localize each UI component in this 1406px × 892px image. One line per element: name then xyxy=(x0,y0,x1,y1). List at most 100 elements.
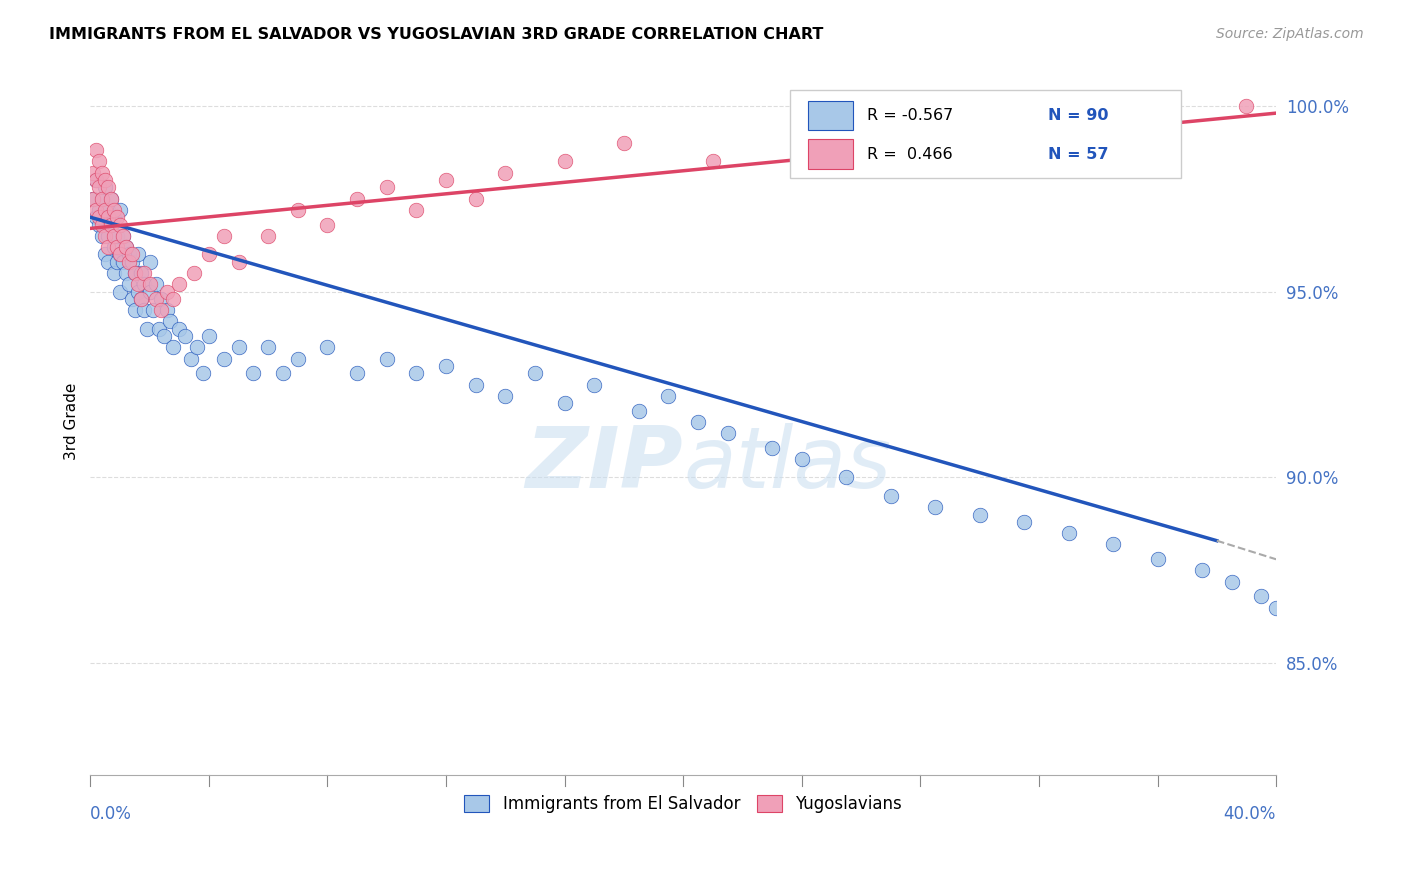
Point xyxy=(405,367,427,381)
Point xyxy=(105,240,128,254)
Point xyxy=(105,228,128,243)
Point xyxy=(91,166,114,180)
Text: Source: ZipAtlas.com: Source: ZipAtlas.com xyxy=(1216,27,1364,41)
Point xyxy=(761,441,783,455)
Point xyxy=(100,218,122,232)
Point xyxy=(94,202,117,217)
Point xyxy=(156,303,179,318)
Point xyxy=(1012,515,1035,529)
Point xyxy=(84,173,107,187)
Point xyxy=(212,351,235,366)
Point xyxy=(162,340,184,354)
Point xyxy=(103,202,125,217)
Point xyxy=(100,192,122,206)
Point xyxy=(89,180,111,194)
Point xyxy=(124,266,146,280)
Point xyxy=(127,285,149,299)
Point xyxy=(118,277,141,292)
Point xyxy=(375,180,398,194)
Point xyxy=(118,247,141,261)
Point xyxy=(257,340,280,354)
Point xyxy=(228,255,250,269)
Point xyxy=(162,292,184,306)
Text: R = -0.567: R = -0.567 xyxy=(868,108,953,123)
Point xyxy=(84,144,107,158)
Point xyxy=(132,277,155,292)
Point xyxy=(105,211,128,225)
Point xyxy=(127,277,149,292)
Point xyxy=(524,367,547,381)
Point xyxy=(159,314,181,328)
Point xyxy=(108,247,131,261)
Point xyxy=(702,154,724,169)
Point xyxy=(1236,98,1258,112)
Point xyxy=(346,192,368,206)
Point xyxy=(1220,574,1243,589)
Point xyxy=(464,377,486,392)
Point xyxy=(434,359,457,373)
Point xyxy=(103,266,125,280)
Point xyxy=(145,292,167,306)
Point xyxy=(91,192,114,206)
Point xyxy=(138,277,160,292)
Point xyxy=(686,415,709,429)
Point xyxy=(191,367,214,381)
Point xyxy=(91,218,114,232)
Point xyxy=(287,351,309,366)
Point xyxy=(174,329,197,343)
Text: ZIP: ZIP xyxy=(526,423,683,506)
Point xyxy=(1265,600,1288,615)
Point xyxy=(257,228,280,243)
Point xyxy=(835,470,858,484)
Point xyxy=(108,218,131,232)
Point xyxy=(100,218,122,232)
Point xyxy=(97,240,120,254)
Point xyxy=(583,377,606,392)
Point xyxy=(103,228,125,243)
Point xyxy=(287,202,309,217)
Point xyxy=(89,202,111,217)
Point xyxy=(138,285,160,299)
Point xyxy=(94,211,117,225)
Text: N = 90: N = 90 xyxy=(1049,108,1109,123)
Point xyxy=(316,218,339,232)
Text: 40.0%: 40.0% xyxy=(1223,805,1277,823)
Point xyxy=(132,303,155,318)
Point xyxy=(108,202,131,217)
Point xyxy=(464,192,486,206)
Point xyxy=(145,277,167,292)
Point xyxy=(121,247,143,261)
Point xyxy=(82,192,104,206)
Point xyxy=(180,351,202,366)
Point xyxy=(84,173,107,187)
Point xyxy=(111,255,134,269)
Point xyxy=(1057,526,1080,541)
Point xyxy=(138,255,160,269)
Point xyxy=(89,218,111,232)
Point xyxy=(97,180,120,194)
Point xyxy=(657,389,679,403)
Point xyxy=(494,166,516,180)
Point xyxy=(108,247,131,261)
Point xyxy=(115,240,138,254)
Point xyxy=(97,228,120,243)
Point xyxy=(129,266,152,280)
Point xyxy=(142,303,165,318)
Point xyxy=(127,247,149,261)
Point xyxy=(1250,590,1272,604)
Point xyxy=(150,303,173,318)
Point xyxy=(1191,564,1213,578)
Point xyxy=(880,489,903,503)
Point xyxy=(124,266,146,280)
Point xyxy=(346,367,368,381)
Point xyxy=(97,211,120,225)
Point xyxy=(132,266,155,280)
Point xyxy=(186,340,208,354)
Point xyxy=(94,228,117,243)
Point xyxy=(554,396,576,410)
Point xyxy=(717,425,740,440)
Text: IMMIGRANTS FROM EL SALVADOR VS YUGOSLAVIAN 3RD GRADE CORRELATION CHART: IMMIGRANTS FROM EL SALVADOR VS YUGOSLAVI… xyxy=(49,27,824,42)
Point xyxy=(103,211,125,225)
Point xyxy=(212,228,235,243)
Point xyxy=(111,228,134,243)
